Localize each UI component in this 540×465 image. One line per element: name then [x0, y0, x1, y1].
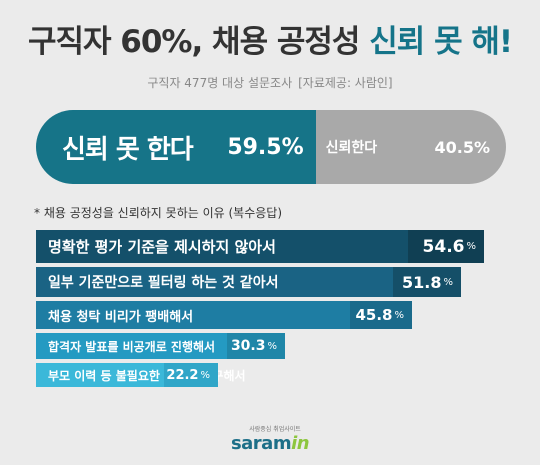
- logo-tagline: 사람중심 취업사이트: [249, 426, 301, 433]
- reason-bar-value-unit: %: [466, 241, 476, 252]
- logo-brand-main: saram: [230, 433, 292, 454]
- no-trust-label: 신뢰 못 한다: [62, 134, 194, 165]
- trust-label: 신뢰한다: [325, 140, 378, 156]
- reason-bar-value-unit: %: [443, 276, 453, 288]
- reason-bar-row: 채용 청탁 비리가 팽배해서 45.8%: [36, 301, 412, 329]
- saramin-logo: 사람중심 취업사이트 saramin: [0, 424, 540, 454]
- reason-bar-value: 45.8%: [350, 301, 412, 329]
- reason-bar-value-number: 22.2: [166, 367, 199, 383]
- reason-bar-row: 합격자 발표를 비공개로 진행해서 30.3%: [36, 333, 285, 359]
- no-trust-segment: 신뢰 못 한다 59.5%: [36, 110, 316, 184]
- trust-value: 40.5%: [434, 137, 490, 157]
- reasons-note: * 채용 공정성을 신뢰하지 못하는 이유 (복수응답): [34, 206, 283, 220]
- reason-bar-value: 54.6%: [408, 230, 484, 263]
- reason-bar: 일부 기준만으로 필터링 하는 것 같아서: [36, 267, 461, 297]
- trust-segment: 신뢰한다 40.5%: [315, 110, 506, 184]
- reason-bar-value-unit: %: [394, 309, 404, 321]
- subtitle-source: [자료제공: 사람인]: [298, 76, 393, 90]
- reason-bar: 채용 청탁 비리가 팽배해서: [36, 301, 412, 329]
- subtitle-survey: 구직자 477명 대상 설문조사: [147, 76, 293, 90]
- reasons-bar-chart: 명확한 평가 기준을 제시하지 않아서 54.6% 일부 기준만으로 필터링 하는 …: [36, 230, 516, 410]
- reason-bar-value-number: 54.6: [422, 236, 465, 257]
- trust-split-bar: 신뢰 못 한다 59.5% 신뢰한다 40.5%: [36, 110, 506, 184]
- reason-bar-label: 일부 기준만으로 필터링 하는 것 같아서: [48, 275, 279, 291]
- logo-brand-accent: in: [291, 433, 310, 454]
- reason-bar-value-unit: %: [267, 340, 277, 352]
- reason-bar-label: 채용 청탁 비리가 팽배해서: [48, 309, 194, 325]
- reason-bar-label: 합격자 발표를 비공개로 진행해서: [48, 339, 216, 354]
- reason-bar-value: 22.2%: [164, 363, 218, 387]
- title-highlight: 신뢰 못 해!: [369, 24, 513, 60]
- reason-bar-value-number: 51.8: [402, 272, 442, 292]
- reason-bar-value-number: 30.3: [230, 338, 266, 354]
- page-title: 구직자 60%, 채용 공정성 신뢰 못 해!: [0, 16, 540, 61]
- logo-brand: saramin: [230, 433, 310, 454]
- reason-bar-row: 명확한 평가 기준을 제시하지 않아서 54.6%: [36, 230, 484, 263]
- reason-bar-row: 부모 이력 등 불필요한 정보를 요구해서 22.2%: [36, 363, 246, 387]
- title-prefix: 구직자 60%, 채용 공정성: [27, 24, 361, 60]
- reason-bar-row: 일부 기준만으로 필터링 하는 것 같아서 51.8%: [36, 267, 461, 297]
- reason-bar-label: 명확한 평가 기준을 제시하지 않아서: [48, 238, 276, 256]
- no-trust-value: 59.5%: [227, 134, 304, 160]
- reason-bar-value: 30.3%: [227, 333, 285, 359]
- reason-bar-value-unit: %: [200, 369, 210, 381]
- subtitle: 구직자 477명 대상 설문조사 [자료제공: 사람인]: [0, 74, 540, 91]
- reason-bar-value: 51.8%: [393, 267, 461, 297]
- reason-bar-value-number: 45.8: [355, 306, 393, 324]
